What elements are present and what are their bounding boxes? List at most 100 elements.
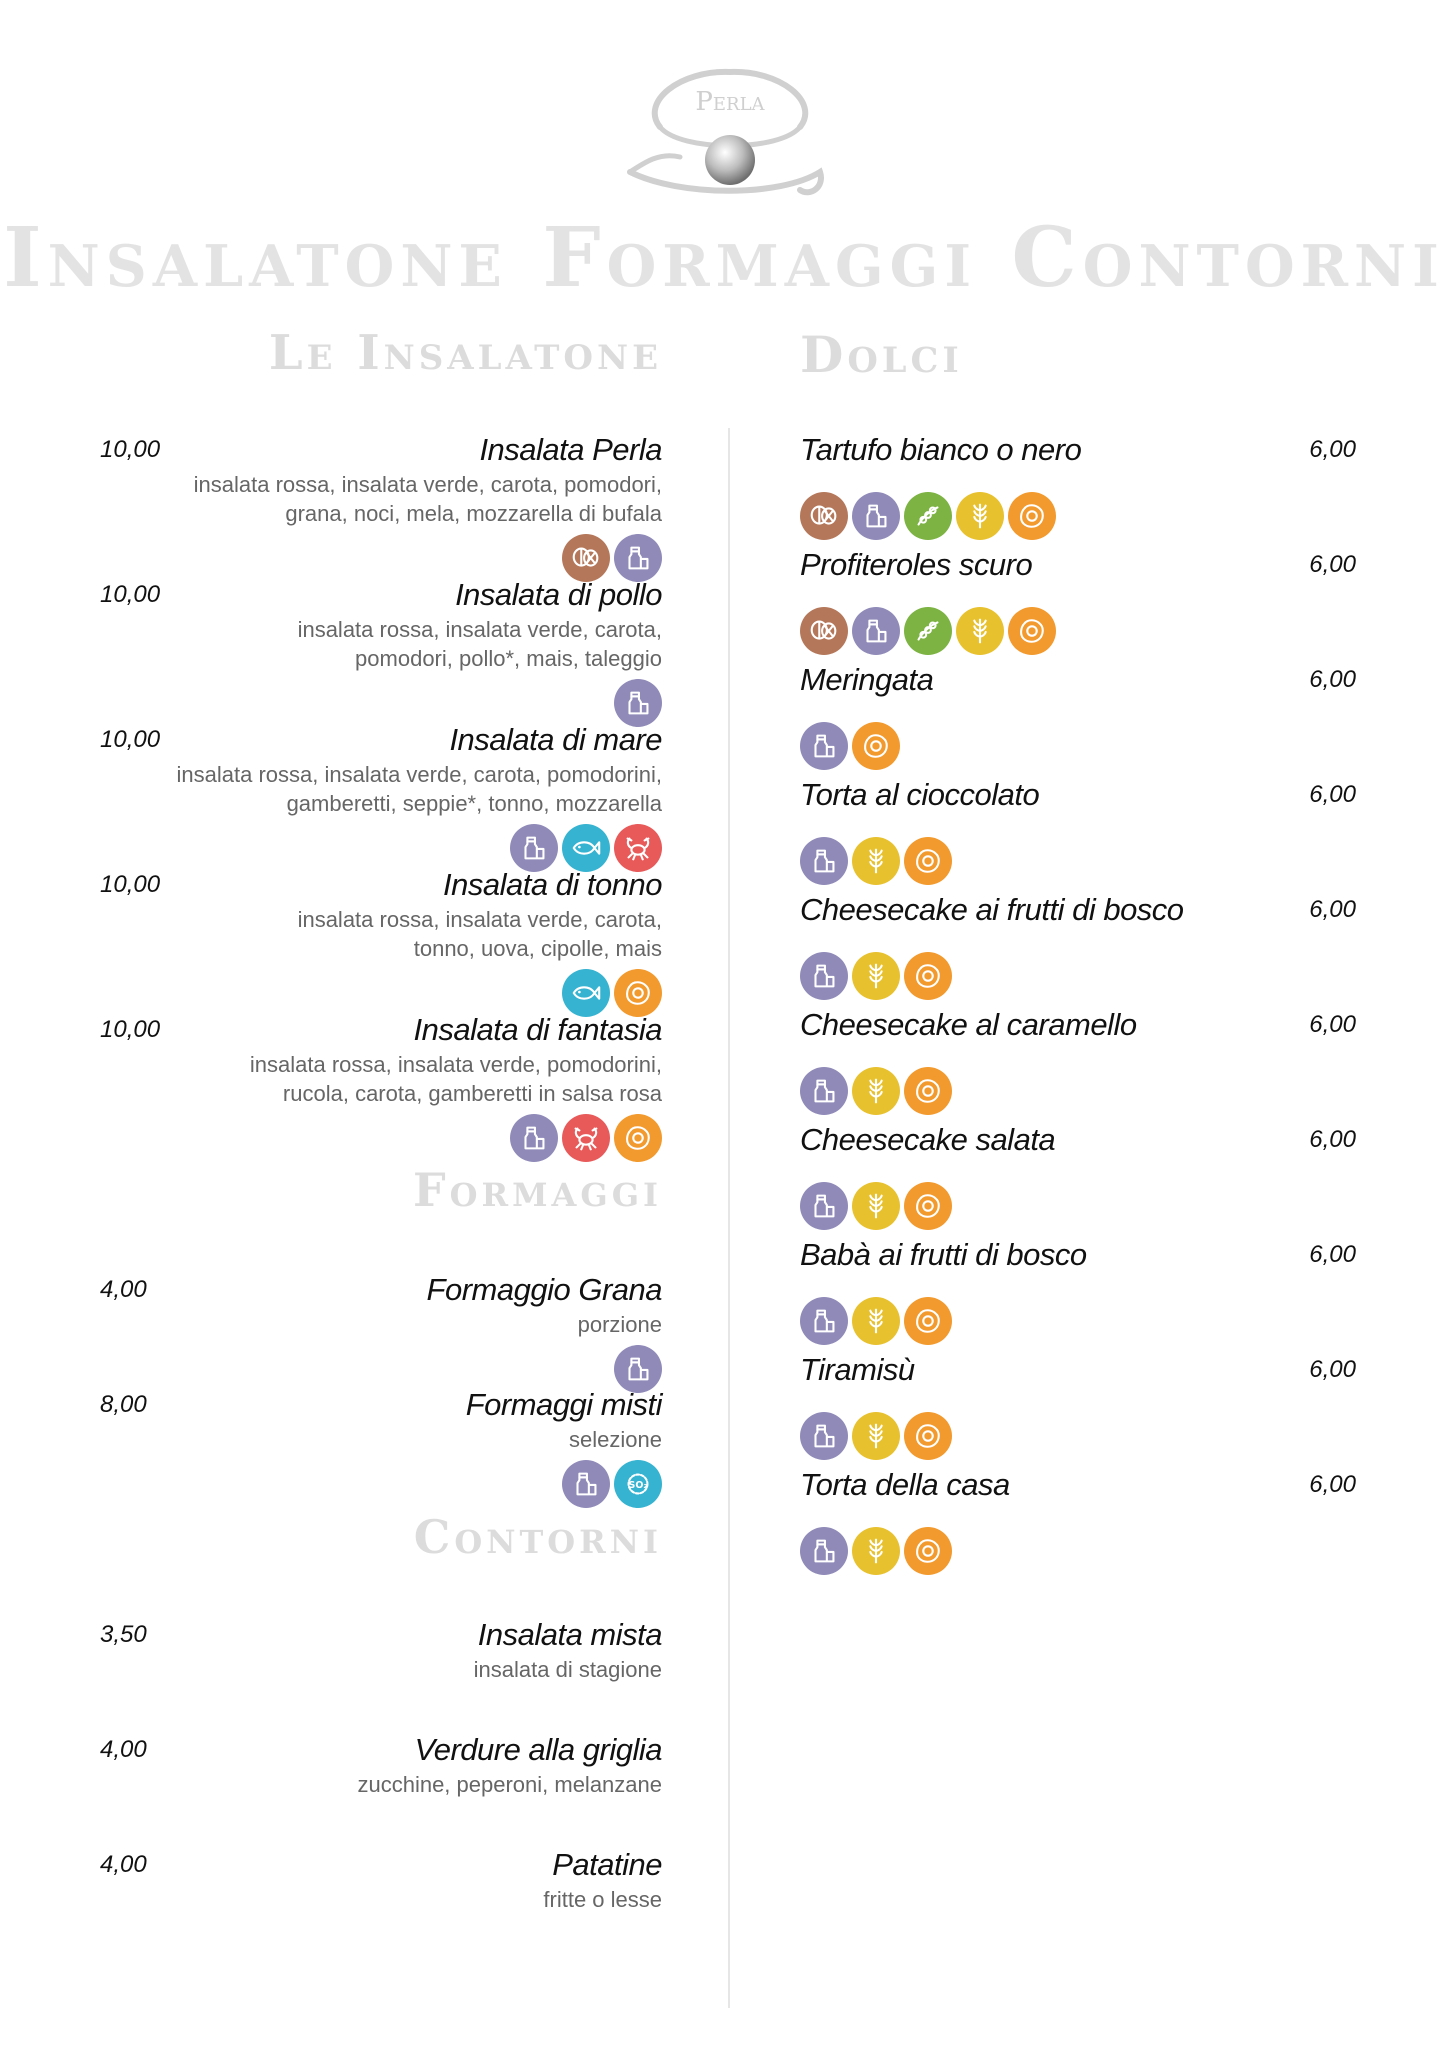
gluten-icon bbox=[956, 492, 1004, 540]
item-description: insalata rossa, insalata verde, pomodori… bbox=[249, 1052, 662, 1077]
page-title: Insalatone Formaggi Contorni bbox=[3, 210, 1445, 306]
menu-item: 10,00 Insalata di tonno insalata rossa, … bbox=[100, 865, 663, 1017]
allergen-icons bbox=[100, 969, 662, 1017]
item-price: 6,00 bbox=[1309, 436, 1356, 463]
section-heading-dolci: Dolci bbox=[800, 325, 963, 384]
allergen-icons bbox=[800, 837, 1356, 885]
menu-item: Torta al cioccolato 6,00 bbox=[800, 775, 1356, 885]
item-name: Tartufo bianco o nero bbox=[800, 432, 1082, 467]
item-price: 6,00 bbox=[1309, 1241, 1356, 1268]
gluten-icon bbox=[852, 837, 900, 885]
item-price: 6,00 bbox=[1309, 1356, 1356, 1383]
menu-item: 4,00 Verdure alla griglia zucchine, pepe… bbox=[100, 1730, 663, 1799]
allergen-icons bbox=[100, 1114, 662, 1162]
egg-icon bbox=[1008, 607, 1056, 655]
menu-item: Cheesecake al caramello 6,00 bbox=[800, 1005, 1356, 1115]
svg-text:SO₂: SO₂ bbox=[629, 1480, 648, 1491]
item-name: Insalata di mare bbox=[449, 722, 662, 757]
gluten-icon bbox=[852, 952, 900, 1000]
sulphites-icon: SO₂ bbox=[614, 1460, 662, 1508]
dairy-icon bbox=[800, 952, 848, 1000]
section-heading-formaggi: Formaggi bbox=[412, 1163, 662, 1217]
menu-item: 10,00 Insalata Perla insalata rossa, ins… bbox=[100, 430, 663, 582]
item-description: insalata rossa, insalata verde, carota, bbox=[297, 617, 662, 642]
menu-item: 8,00 Formaggi misti selezione SO₂ bbox=[100, 1385, 663, 1508]
item-description: porzione bbox=[577, 1312, 662, 1337]
svg-text:Perla: Perla bbox=[695, 87, 765, 117]
item-name: Torta al cioccolato bbox=[800, 777, 1040, 812]
item-name: Torta della casa bbox=[800, 1467, 1010, 1502]
dairy-icon bbox=[800, 1527, 848, 1575]
gluten-icon bbox=[852, 1527, 900, 1575]
allergen-icons bbox=[800, 607, 1356, 655]
gluten-icon bbox=[852, 1297, 900, 1345]
allergen-icons bbox=[100, 679, 662, 727]
fish-icon bbox=[562, 969, 610, 1017]
allergen-icons bbox=[800, 952, 1356, 1000]
menu-item: 10,00 Insalata di mare insalata rossa, i… bbox=[100, 720, 663, 872]
menu-item: Tiramisù 6,00 bbox=[800, 1350, 1356, 1460]
gluten-icon bbox=[852, 1412, 900, 1460]
menu-item: 4,00 Patatine fritte o lesse bbox=[100, 1845, 663, 1914]
gluten-icon bbox=[852, 1182, 900, 1230]
item-name: Tiramisù bbox=[800, 1352, 915, 1387]
egg-icon bbox=[614, 969, 662, 1017]
menu-item: Profiteroles scuro 6,00 bbox=[800, 545, 1356, 655]
section-heading-insalatone: Le Insalatone bbox=[268, 325, 662, 381]
item-name: Insalata Perla bbox=[479, 432, 662, 467]
nuts-icon bbox=[800, 607, 848, 655]
menu-item: Meringata 6,00 bbox=[800, 660, 1356, 770]
item-price: 10,00 bbox=[100, 581, 161, 608]
menu-item: Torta della casa 6,00 bbox=[800, 1465, 1356, 1575]
menu-item: 4,00 Formaggio Grana porzione bbox=[100, 1270, 663, 1393]
menu-item: Babà ai frutti di bosco 6,00 bbox=[800, 1235, 1356, 1345]
item-price: 6,00 bbox=[1309, 781, 1356, 808]
menu-item: 3,50 Insalata mista insalata di stagione bbox=[100, 1615, 663, 1684]
item-description: grana, noci, mela, mozzarella di bufala bbox=[285, 501, 662, 526]
item-description: gamberetti, seppie*, tonno, mozzarella bbox=[286, 791, 662, 816]
nuts-icon bbox=[800, 492, 848, 540]
gluten-icon bbox=[852, 1067, 900, 1115]
menu-item: 10,00 Insalata di pollo insalata rossa, … bbox=[100, 575, 663, 727]
allergen-icons bbox=[100, 1345, 662, 1393]
allergen-icons bbox=[800, 1412, 1356, 1460]
item-price: 10,00 bbox=[100, 1016, 161, 1043]
menu-item: 10,00 Insalata di fantasia insalata ross… bbox=[100, 1010, 663, 1162]
dairy-icon bbox=[852, 607, 900, 655]
dairy-icon bbox=[800, 1297, 848, 1345]
nuts-icon bbox=[562, 534, 610, 582]
item-price: 4,00 bbox=[100, 1276, 147, 1303]
item-price: 6,00 bbox=[1309, 1011, 1356, 1038]
item-price: 4,00 bbox=[100, 1736, 147, 1763]
item-price: 10,00 bbox=[100, 436, 161, 463]
item-price: 6,00 bbox=[1309, 666, 1356, 693]
item-price: 8,00 bbox=[100, 1391, 147, 1418]
dairy-icon bbox=[614, 679, 662, 727]
dairy-icon bbox=[614, 534, 662, 582]
egg-icon bbox=[904, 1182, 952, 1230]
dairy-icon bbox=[852, 492, 900, 540]
item-description: rucola, carota, gamberetti in salsa rosa bbox=[282, 1081, 662, 1106]
item-name: Insalata di pollo bbox=[455, 577, 662, 612]
egg-icon bbox=[1008, 492, 1056, 540]
item-name: Insalata di fantasia bbox=[413, 1012, 662, 1047]
menu-item: Cheesecake salata 6,00 bbox=[800, 1120, 1356, 1230]
crustacean-icon bbox=[614, 824, 662, 872]
item-description: insalata rossa, insalata verde, carota, … bbox=[193, 472, 662, 497]
item-description: zucchine, peperoni, melanzane bbox=[357, 1772, 662, 1797]
allergen-icons bbox=[800, 1297, 1356, 1345]
dairy-icon bbox=[510, 1114, 558, 1162]
item-description: selezione bbox=[569, 1427, 662, 1452]
dairy-icon bbox=[510, 824, 558, 872]
perla-logo: Perla bbox=[627, 68, 824, 196]
section-heading-contorni: Contorni bbox=[413, 1510, 662, 1564]
item-price: 6,00 bbox=[1309, 1471, 1356, 1498]
item-name: Cheesecake ai frutti di bosco bbox=[800, 892, 1184, 927]
crustacean-icon bbox=[562, 1114, 610, 1162]
dairy-icon bbox=[800, 1182, 848, 1230]
item-name: Meringata bbox=[800, 662, 934, 697]
item-price: 6,00 bbox=[1309, 896, 1356, 923]
allergen-icons bbox=[800, 1182, 1356, 1230]
item-name: Profiteroles scuro bbox=[800, 547, 1033, 582]
dairy-icon bbox=[800, 1067, 848, 1115]
